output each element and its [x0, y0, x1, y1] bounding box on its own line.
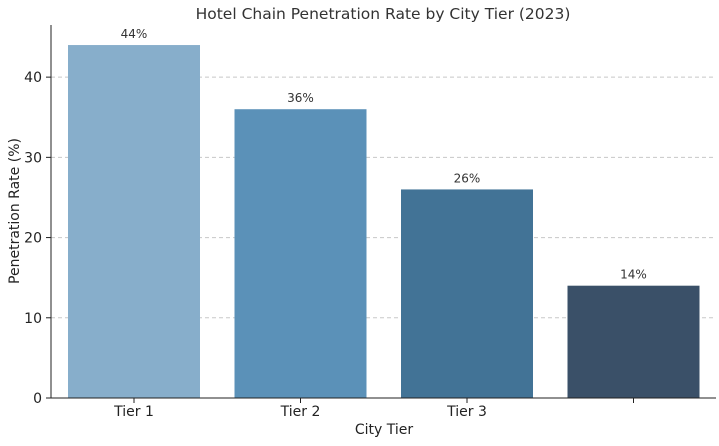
bar-1 [68, 45, 200, 398]
x-axis-label: City Tier [355, 422, 414, 438]
data-label-2: 36% [287, 91, 314, 105]
axes: 0 10 20 30 40 Tier 1 Tier 2 Tier 3 [24, 25, 716, 420]
y-tick-label-0: 0 [33, 391, 42, 407]
y-tick-label-3: 30 [24, 150, 42, 166]
y-axis-label: Penetration Rate (%) [7, 138, 23, 284]
data-labels: 44% 36% 26% 14% [121, 27, 647, 282]
x-tick-label-1: Tier 1 [113, 404, 154, 420]
y-tick-label-1: 10 [24, 311, 42, 327]
bar-2 [234, 109, 367, 398]
y-tick-label-4: 40 [24, 70, 42, 86]
data-label-3: 26% [454, 171, 481, 185]
data-label-4: 14% [620, 268, 647, 282]
x-tick-label-2: Tier 2 [280, 404, 321, 420]
bars [68, 45, 700, 398]
data-label-1: 44% [121, 27, 148, 41]
bar-3 [401, 189, 533, 398]
y-tick-label-2: 20 [24, 231, 42, 247]
bar-4 [567, 285, 700, 398]
x-tick-label-3: Tier 3 [446, 404, 487, 420]
chart-title: Hotel Chain Penetration Rate by City Tie… [196, 5, 571, 23]
